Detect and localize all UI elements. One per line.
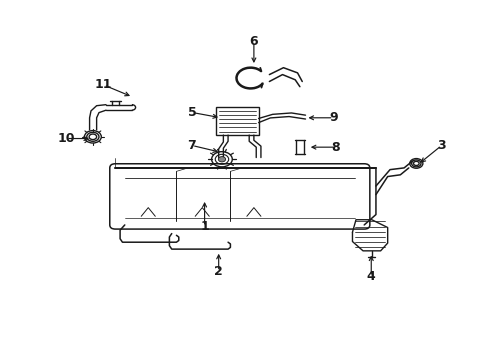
FancyBboxPatch shape <box>109 164 369 229</box>
Text: 4: 4 <box>366 270 375 283</box>
Text: 5: 5 <box>188 106 197 119</box>
Bar <box>216 107 258 135</box>
Text: 6: 6 <box>249 35 258 48</box>
Text: 11: 11 <box>95 78 112 91</box>
Text: 7: 7 <box>187 139 196 152</box>
Circle shape <box>218 157 225 162</box>
Text: 9: 9 <box>329 111 337 124</box>
Text: 10: 10 <box>57 132 75 145</box>
Text: 2: 2 <box>214 265 223 278</box>
Text: 8: 8 <box>331 141 340 154</box>
Text: 1: 1 <box>200 220 208 233</box>
Text: 3: 3 <box>436 139 445 152</box>
